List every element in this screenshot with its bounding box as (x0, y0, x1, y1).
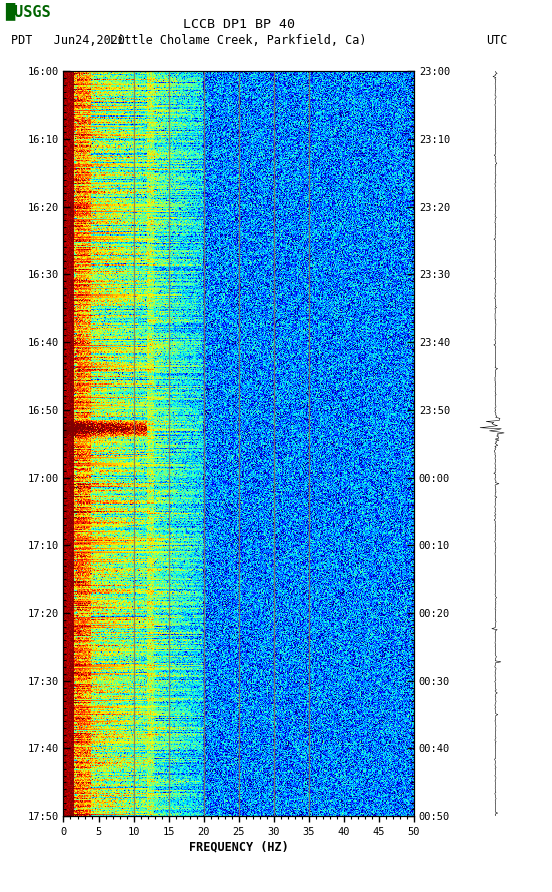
X-axis label: FREQUENCY (HZ): FREQUENCY (HZ) (189, 841, 289, 854)
Text: PDT   Jun24,2020: PDT Jun24,2020 (11, 34, 125, 47)
Text: █USGS: █USGS (6, 3, 51, 21)
Text: LCCB DP1 BP 40: LCCB DP1 BP 40 (183, 18, 295, 31)
Text: UTC: UTC (486, 34, 507, 47)
Text: Little Cholame Creek, Parkfield, Ca): Little Cholame Creek, Parkfield, Ca) (110, 34, 367, 47)
